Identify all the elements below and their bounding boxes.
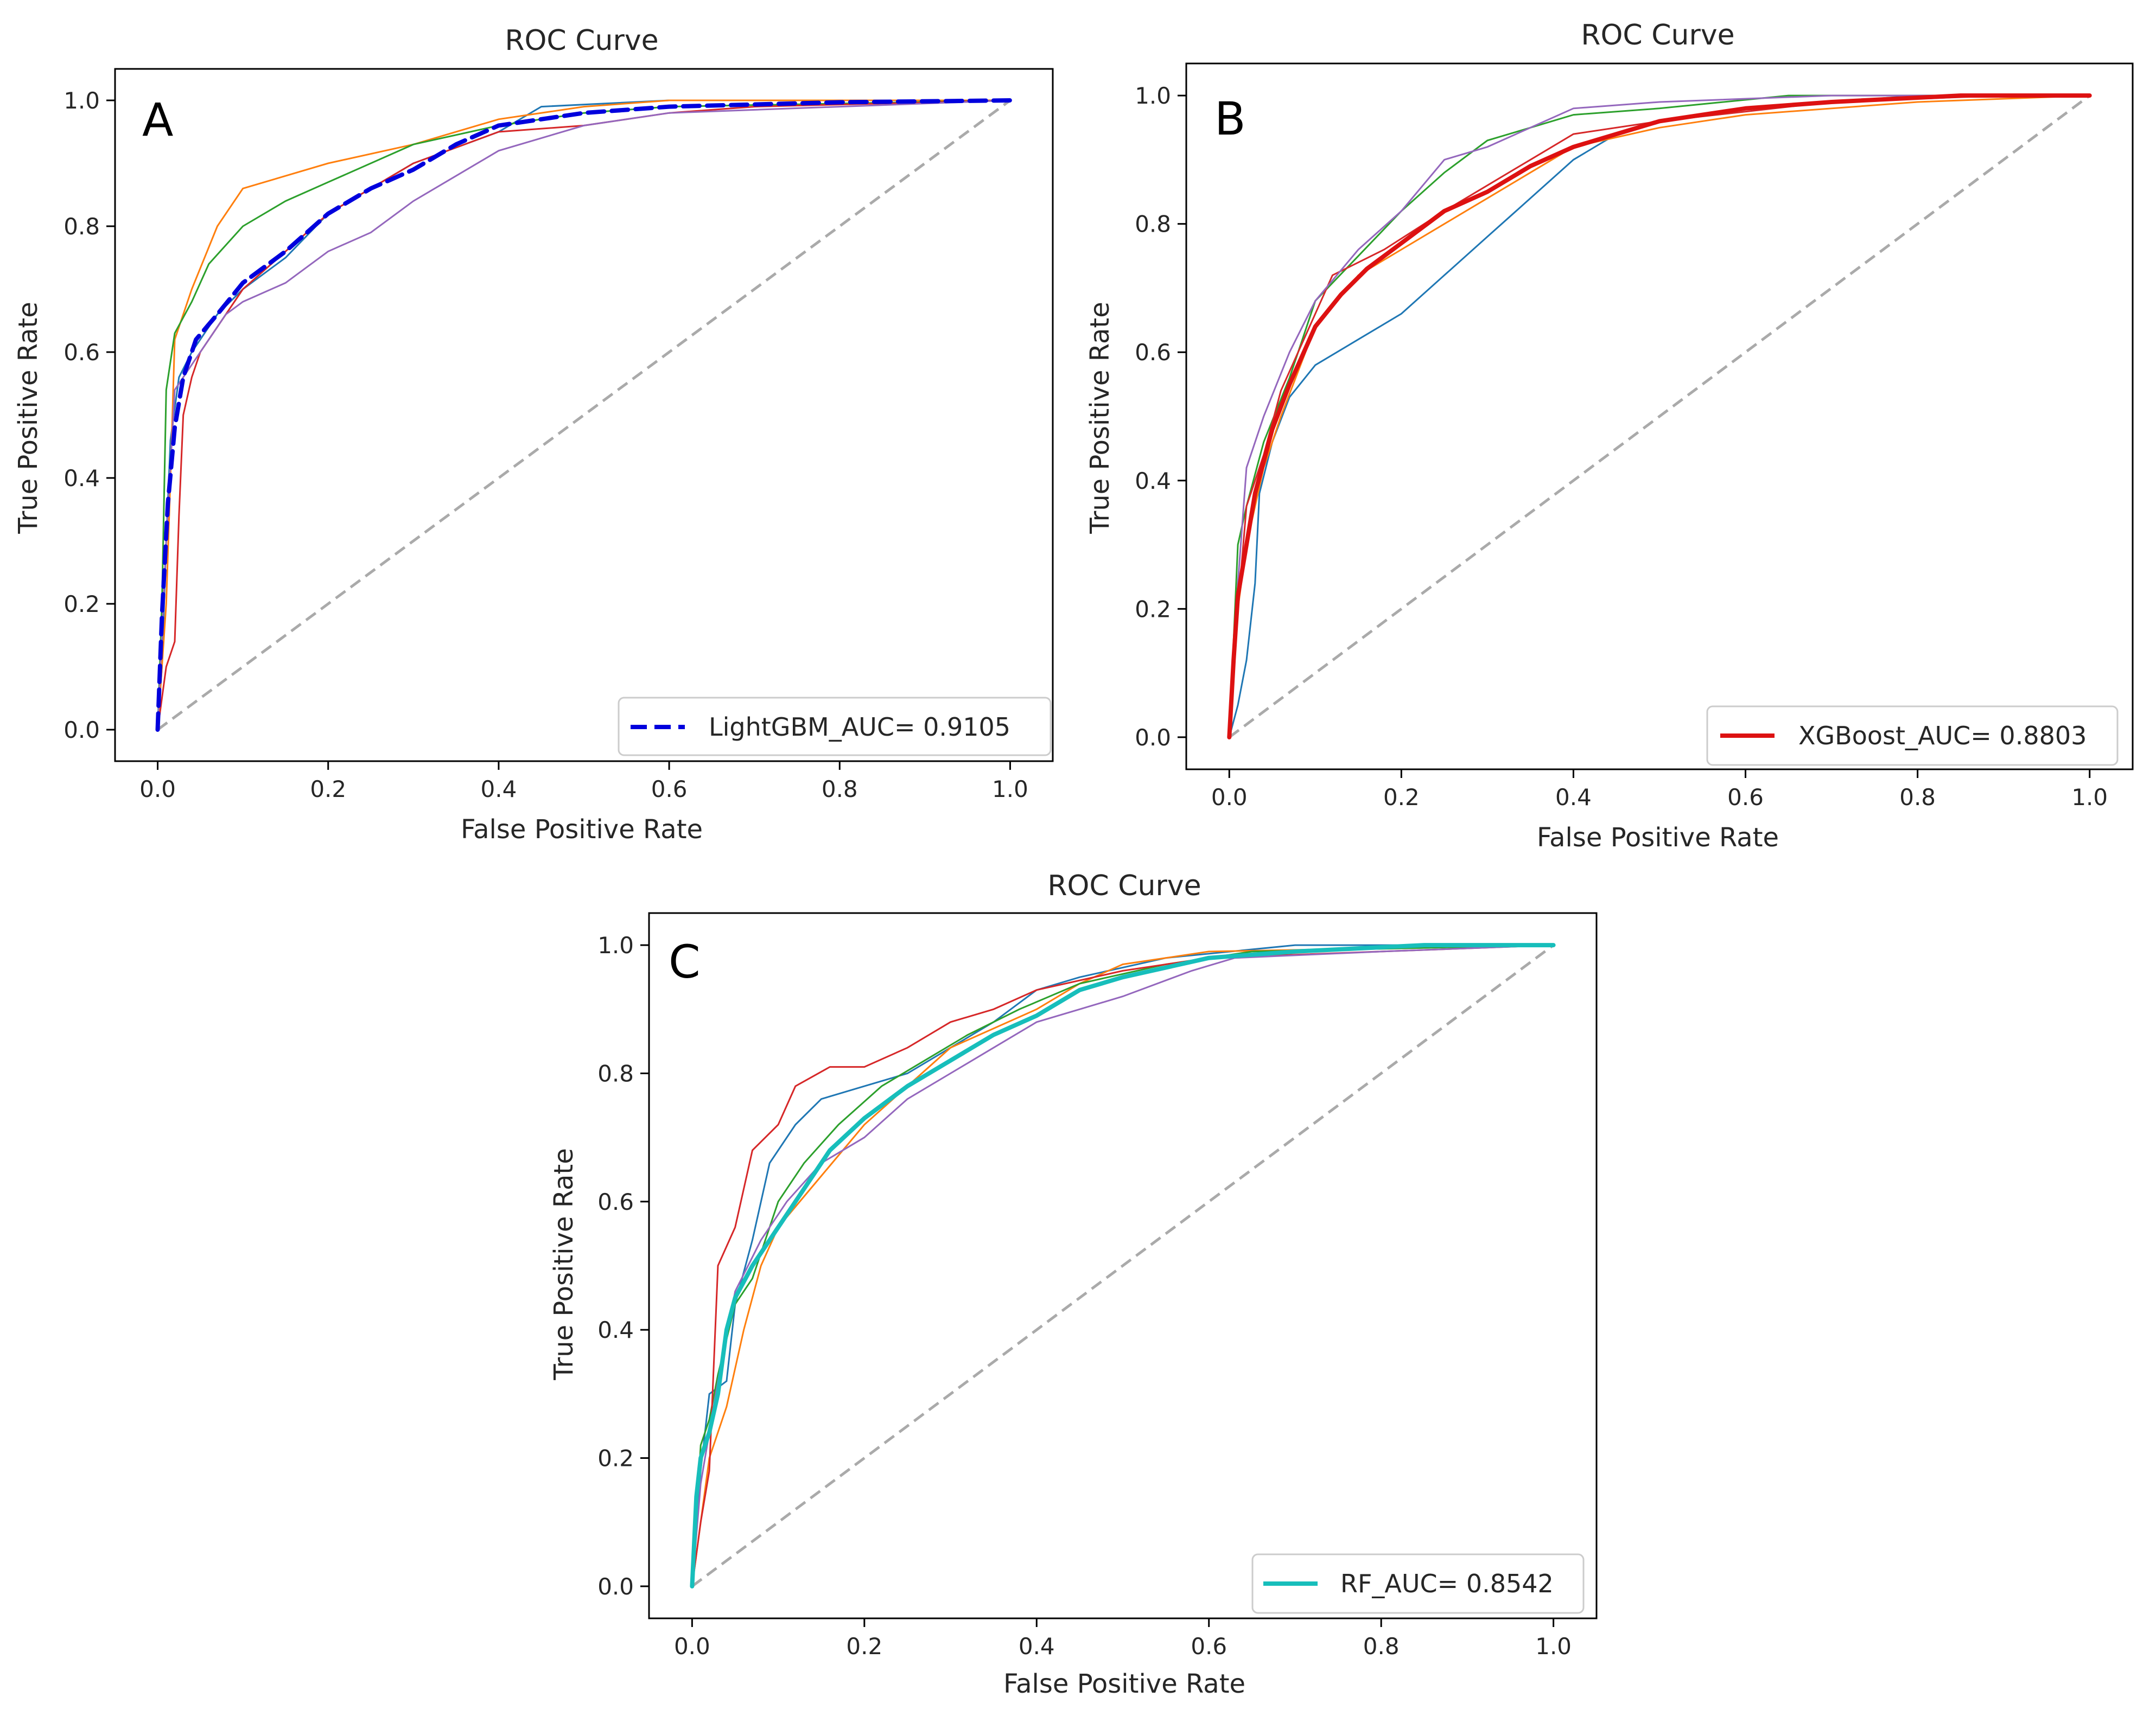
panel-c-y-tick-label: 0.0 <box>597 1573 634 1600</box>
panel-b-x-ticks: 0.0 0.2 0.4 0.6 0.8 1.0 <box>1211 769 2108 811</box>
panel-a-title: ROC Curve <box>505 24 658 57</box>
panel-b-chance-diagonal-line <box>1228 94 2091 738</box>
panel-c-title: ROC Curve <box>1047 870 1201 902</box>
panel-b-x-tick-label: 0.6 <box>1727 784 1764 811</box>
panel-a-chart: ROC Curve False Positive Rate True Posit… <box>13 24 1054 845</box>
panel-c-fold-4-roc-line <box>691 944 1554 1587</box>
panel-c-x-tick-label: 0.6 <box>1191 1633 1227 1660</box>
panel-c-x-tick-label: 0.2 <box>846 1633 882 1660</box>
panel-c-y-ticks: 0.0 0.2 0.4 0.6 0.8 1.0 <box>597 932 649 1600</box>
panel-c-x-tick-label: 0.0 <box>674 1633 710 1660</box>
panel-b-axes-frame <box>1185 62 2134 770</box>
panel-b-xlabel: False Positive Rate <box>1537 822 1779 853</box>
panel-a-mean-roc-line <box>155 98 1013 732</box>
panel-c-chance-diagonal-line <box>691 944 1555 1587</box>
panel-b-y-tick-label: 0.6 <box>1135 339 1171 366</box>
panel-a-x-tick-label: 0.2 <box>310 776 346 802</box>
panel-c-y-tick-label: 0.6 <box>597 1189 634 1215</box>
panel-c-letter: C <box>669 935 701 988</box>
panel-a-legend: LightGBM_AUC= 0.9105 <box>618 697 1052 756</box>
panel-b-y-tick-label: 0.0 <box>1135 724 1171 751</box>
panel-a-fold-5-roc-line <box>157 99 1010 730</box>
panel-c-fold-1-roc-line <box>691 944 1554 1587</box>
panel-b-fold-5-roc-line <box>1228 94 2090 737</box>
panel-b-y-tick-label: 1.0 <box>1135 82 1171 109</box>
panel-b-title: ROC Curve <box>1581 19 1734 52</box>
panel-c-x-tick-label: 1.0 <box>1535 1633 1572 1660</box>
panel-a-x-tick-label: 0.0 <box>139 776 176 802</box>
panel-c-legend-label: RF_AUC= 0.8542 <box>1340 1569 1554 1598</box>
panel-a-legend-label: LightGBM_AUC= 0.9105 <box>709 712 1010 742</box>
panel-a-y-ticks: 0.0 0.2 0.4 0.6 0.8 1.0 <box>63 87 115 743</box>
panel-b-y-tick-label: 0.4 <box>1135 468 1171 494</box>
panel-b-x-tick-label: 0.2 <box>1383 784 1420 811</box>
panel-a-axes-frame <box>114 68 1054 762</box>
panel-c-y-tick-label: 0.2 <box>597 1445 634 1472</box>
panel-a-y-tick-label: 0.4 <box>63 465 100 492</box>
panel-a-xlabel: False Positive Rate <box>461 814 703 845</box>
panel-a-chance-diagonal-line <box>157 99 1011 731</box>
panel-b-chart: ROC Curve False Positive Rate True Posit… <box>1085 19 2134 853</box>
panel-c-y-tick-label: 0.4 <box>597 1317 634 1343</box>
panel-c-axes-frame <box>648 912 1598 1619</box>
panel-a-x-tick-label: 0.8 <box>822 776 858 802</box>
panel-c-chart: ROC Curve False Positive Rate True Posit… <box>549 870 1598 1699</box>
panel-b-y-tick-label: 0.8 <box>1135 211 1171 238</box>
panel-a-y-tick-label: 1.0 <box>63 87 100 114</box>
panel-a-x-tick-label: 0.4 <box>481 776 517 802</box>
panel-a-y-tick-label: 0.6 <box>63 339 100 366</box>
panel-c-y-tick-label: 0.8 <box>597 1060 634 1087</box>
panel-c-xlabel: False Positive Rate <box>1003 1669 1245 1699</box>
panel-c-x-tick-label: 0.8 <box>1363 1633 1400 1660</box>
panel-a-ylabel: True Positive Rate <box>13 302 43 534</box>
panel-a-x-ticks: 0.0 0.2 0.4 0.6 0.8 1.0 <box>139 761 1028 802</box>
panel-a-y-tick-label: 0.0 <box>63 717 100 743</box>
panel-a-plot-area <box>155 98 1013 732</box>
panel-b-x-tick-label: 1.0 <box>2071 784 2108 811</box>
panel-b-mean-roc-line <box>1227 93 2092 739</box>
panel-c-y-tick-label: 1.0 <box>597 932 634 959</box>
panel-c-x-ticks: 0.0 0.2 0.4 0.6 0.8 1.0 <box>674 1618 1572 1660</box>
panel-a-x-tick-label: 1.0 <box>992 776 1028 802</box>
panel-b-x-tick-label: 0.4 <box>1555 784 1592 811</box>
panel-b-letter: B <box>1214 92 1246 145</box>
panel-a-x-tick-label: 0.6 <box>651 776 688 802</box>
panel-c-legend: RF_AUC= 0.8542 <box>1251 1553 1585 1614</box>
panel-a-letter: A <box>142 93 173 146</box>
panel-b-x-tick-label: 0.0 <box>1211 784 1248 811</box>
panel-c-plot-area <box>690 943 1556 1589</box>
panel-c-mean-roc-line <box>690 943 1556 1589</box>
panel-a-y-tick-label: 0.2 <box>63 591 100 617</box>
panel-c-ylabel: True Positive Rate <box>549 1148 579 1381</box>
panel-b-y-tick-label: 0.2 <box>1135 596 1171 622</box>
panel-c-fold-3-roc-line <box>691 944 1554 1586</box>
panel-b-ylabel: True Positive Rate <box>1085 302 1115 534</box>
panel-b-legend-label: XGBoost_AUC= 0.8803 <box>1798 721 2087 750</box>
panel-b-fold-4-roc-line <box>1228 94 2090 737</box>
panel-b-legend: XGBoost_AUC= 0.8803 <box>1706 705 2119 766</box>
panel-b-y-ticks: 0.0 0.2 0.4 0.6 0.8 1.0 <box>1135 82 1186 751</box>
panel-c-x-tick-label: 0.4 <box>1019 1633 1055 1660</box>
panel-a-y-tick-label: 0.8 <box>63 213 100 240</box>
panel-b-plot-area <box>1227 93 2092 739</box>
panel-b-x-tick-label: 0.8 <box>1899 784 1936 811</box>
